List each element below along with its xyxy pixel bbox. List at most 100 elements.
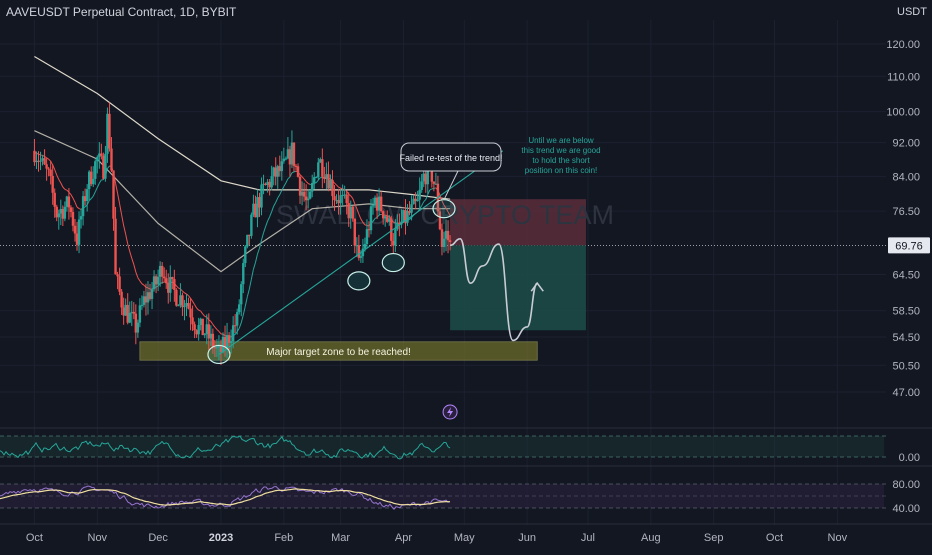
x-tick-label: Apr xyxy=(395,532,412,544)
candle-body xyxy=(270,176,272,187)
y-tick-label: 58.50 xyxy=(892,306,920,318)
candle-body xyxy=(193,324,195,330)
candle-body xyxy=(70,207,72,212)
candle-body xyxy=(307,199,309,201)
candle-body xyxy=(58,214,60,218)
candle-body xyxy=(189,309,191,318)
candle-body xyxy=(364,244,366,249)
candle-body xyxy=(311,183,313,192)
y-tick-label: 100.00 xyxy=(886,107,920,119)
candle-body xyxy=(313,177,315,183)
candle-body xyxy=(394,229,396,245)
candle-body xyxy=(51,176,53,193)
candle-body xyxy=(339,195,341,203)
candle-body xyxy=(281,161,283,171)
oscillator-axis-label: 40.00 xyxy=(892,503,920,515)
y-tick-label: 47.00 xyxy=(892,387,920,399)
x-tick-label: Feb xyxy=(274,532,293,544)
candle-body xyxy=(163,277,165,279)
candle-body xyxy=(177,305,179,306)
candle-body xyxy=(240,284,242,304)
trendline-touch-circle xyxy=(382,254,404,272)
candle-body xyxy=(309,192,311,199)
candle-body xyxy=(250,215,252,236)
candle-body xyxy=(157,277,159,285)
candle-body xyxy=(366,229,368,244)
candle-body xyxy=(293,143,295,166)
trend-note-line: position on this coin! xyxy=(525,166,598,175)
candle-body xyxy=(161,266,163,277)
x-tick-label: Oct xyxy=(766,532,783,544)
candle-body xyxy=(410,204,412,213)
current-price-label: 69.76 xyxy=(895,240,923,252)
y-tick-label: 120.00 xyxy=(886,39,920,51)
x-tick-label: Mar xyxy=(331,532,350,544)
candle-body xyxy=(244,247,246,264)
candle-body xyxy=(100,153,102,155)
candle-body xyxy=(116,274,118,276)
trendline-touch-circle xyxy=(348,272,370,290)
candle-body xyxy=(433,182,435,184)
candle-body xyxy=(236,312,238,325)
x-tick-label: Jun xyxy=(518,532,536,544)
candle-body xyxy=(120,292,122,308)
x-tick-label: Dec xyxy=(148,532,168,544)
rsi-axis-label: 0.00 xyxy=(899,452,920,464)
candle-body xyxy=(331,180,333,196)
candle-body xyxy=(242,263,244,284)
x-tick-label: Aug xyxy=(641,532,661,544)
candle-body xyxy=(317,162,319,177)
candle-body xyxy=(33,151,35,162)
candle-body xyxy=(202,319,204,335)
candle-body xyxy=(108,114,110,149)
x-tick-label: May xyxy=(454,532,475,544)
y-tick-label: 54.50 xyxy=(892,332,920,344)
candle-body xyxy=(114,219,116,275)
x-tick-label: 2023 xyxy=(209,532,233,544)
candle-body xyxy=(68,196,70,207)
candle-body xyxy=(104,154,106,179)
candle-body xyxy=(420,181,422,190)
candle-body xyxy=(133,312,135,314)
candle-body xyxy=(285,158,287,159)
candle-body xyxy=(139,305,141,322)
x-tick-label: Nov xyxy=(828,532,848,544)
candle-body xyxy=(74,226,76,234)
candle-body xyxy=(315,177,317,178)
candle-body xyxy=(212,334,214,347)
candle-body xyxy=(191,317,193,324)
x-tick-label: Nov xyxy=(88,532,108,544)
take-profit-zone xyxy=(450,245,586,330)
x-tick-label: Sep xyxy=(704,532,724,544)
trendline-touch-circle xyxy=(433,200,455,218)
candle-body xyxy=(86,189,88,201)
candle-body xyxy=(406,211,408,223)
candle-body xyxy=(333,196,335,200)
candle-body xyxy=(418,190,420,200)
oscillator-axis-label: 80.00 xyxy=(892,479,920,491)
y-tick-label: 92.00 xyxy=(892,138,920,150)
candle-body xyxy=(169,277,171,293)
trendline-touch-circle xyxy=(208,345,230,363)
candle-body xyxy=(78,219,80,244)
candle-body xyxy=(96,157,98,161)
candle-body xyxy=(238,304,240,312)
candle-body xyxy=(137,323,139,333)
candle-body xyxy=(372,205,374,206)
candle-body xyxy=(232,325,234,341)
y-tick-label: 110.00 xyxy=(887,71,920,83)
y-tick-label: 64.50 xyxy=(892,269,920,281)
candle-body xyxy=(92,179,94,184)
candle-body xyxy=(204,334,206,335)
candle-body xyxy=(43,158,45,164)
candle-body xyxy=(416,200,418,201)
candle-body xyxy=(171,277,173,279)
candle-body xyxy=(54,193,56,207)
candle-body xyxy=(118,276,120,291)
candle-body xyxy=(303,192,305,197)
candle-body xyxy=(197,325,199,334)
candle-body xyxy=(449,240,451,242)
rsi-band xyxy=(0,436,884,457)
